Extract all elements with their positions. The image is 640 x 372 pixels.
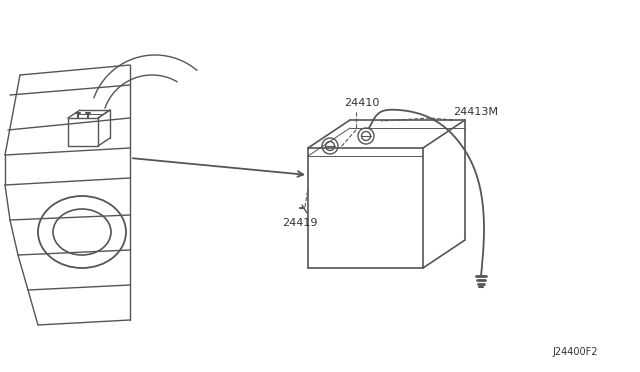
Text: 24410: 24410	[344, 98, 380, 108]
Text: J24400F2: J24400F2	[552, 347, 598, 357]
Text: 24413M: 24413M	[453, 107, 498, 117]
Text: 24419: 24419	[282, 218, 317, 228]
